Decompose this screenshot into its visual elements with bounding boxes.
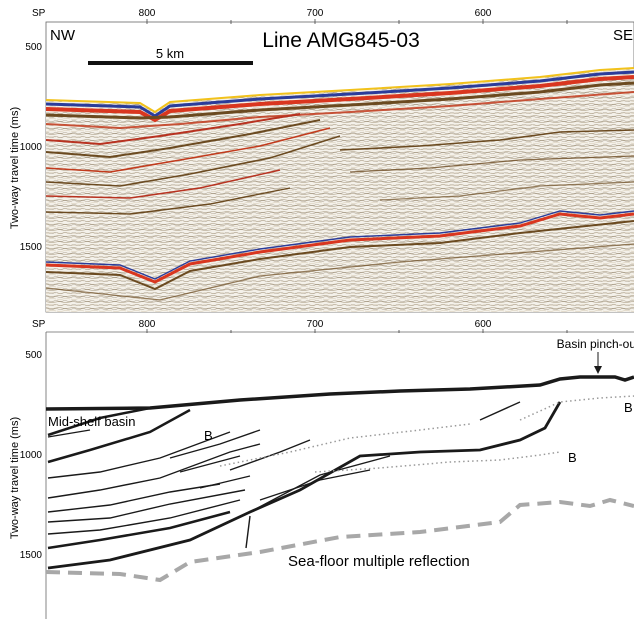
basin-pinch-out-label: Basin pinch-out — [557, 337, 634, 351]
sp-tick: 800 — [139, 8, 156, 19]
sp-tick: 600 — [475, 319, 492, 330]
scale-bar-label: 5 km — [156, 46, 184, 61]
time-tick: 1500 — [20, 242, 43, 253]
mid-shelf-basin-label: Mid-shelf basin — [48, 414, 135, 429]
sp-tick: 600 — [475, 8, 492, 19]
sp-ticks: 800 700 600 — [139, 8, 492, 19]
horizon-b-label-mid: B — [568, 450, 577, 465]
time-tick: 500 — [25, 350, 42, 361]
sp-ticks: 800 700 600 — [139, 319, 492, 330]
horizon-b-dotted — [219, 395, 634, 473]
direction-se-label: SE — [613, 27, 633, 44]
time-tick: 500 — [25, 42, 42, 53]
seafloor-reflector-yellow — [46, 67, 634, 114]
seafloor-line — [45, 375, 634, 411]
y-axis-label: Two-way travel time (ms) — [9, 417, 21, 539]
time-tick: 1000 — [20, 142, 43, 153]
seafloor-reflector-red — [46, 75, 634, 123]
y-axis-label: Two-way travel time (ms) — [9, 107, 21, 229]
seafloor-reflector-blue — [46, 70, 634, 118]
sp-tick: 700 — [307, 319, 324, 330]
seafloor-multiple-line — [45, 497, 634, 583]
horizon-b-label-right: B — [624, 400, 633, 415]
horizon-b-label-left: B — [204, 428, 213, 443]
line-title: Line AMG845-03 — [262, 29, 420, 52]
sp-tick: 800 — [139, 319, 156, 330]
direction-nw-label: NW — [50, 27, 76, 44]
sp-tick: 700 — [307, 8, 324, 19]
interpretation-panel: SP 800 700 600 500 1000 1500 Two-way tra… — [9, 319, 634, 619]
multiple-label: Sea-floor multiple reflection — [288, 553, 470, 570]
multiple-reflector-red — [46, 212, 634, 284]
time-ticks: 500 1000 1500 — [20, 42, 43, 253]
time-tick: 1500 — [20, 550, 43, 561]
interpreted-reflectors — [47, 401, 562, 570]
time-tick: 1000 — [20, 450, 43, 461]
sp-axis-label: SP — [32, 8, 46, 19]
seismic-section-panel: 5 km Line AMG845-03 NW SE SP 800 700 600… — [9, 8, 634, 313]
sp-axis-label: SP — [32, 319, 46, 330]
time-ticks: 500 1000 1500 — [20, 350, 43, 561]
